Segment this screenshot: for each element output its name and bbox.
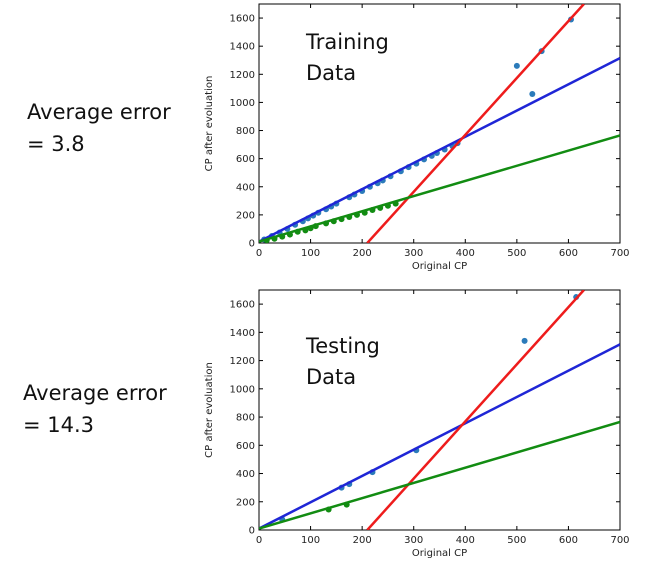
testing-chart: 0 100 200 300 400 500 600 700 0 200 400 600 800 1000 1…: [204, 289, 630, 559]
testing-red-line: [366, 290, 585, 530]
training-plot-frame: [258, 3, 621, 244]
training-error-line-2: = 3.8: [27, 132, 85, 156]
testing-xtick-label: 300: [404, 535, 423, 546]
testing-blue-line: [259, 343, 620, 530]
testing-blue-point: [521, 337, 528, 344]
training-xtick-label: 400: [456, 248, 475, 259]
training-ytick-label: 0: [249, 239, 255, 250]
testing-error-line-1: Average error: [23, 381, 167, 405]
testing-ytick-label: 200: [236, 497, 255, 508]
training-blue-point: [529, 90, 536, 97]
testing-xtick-label: 0: [256, 535, 262, 546]
training-error-label: Average error = 3.8: [27, 96, 171, 160]
testing-xtick-label: 700: [610, 535, 629, 546]
testing-x-axis-title: Original CP: [412, 548, 467, 559]
training-xtick-label: 0: [256, 248, 262, 259]
testing-green-line: [259, 420, 620, 530]
testing-plot-area: [259, 290, 620, 530]
testing-xtick-label: 600: [559, 535, 578, 546]
testing-ytick-label: 400: [236, 469, 255, 480]
training-inset-line-2: Data: [306, 61, 356, 85]
training-plot-area: [259, 4, 620, 243]
testing-plot-frame: [258, 289, 621, 531]
training-blue-point: [513, 62, 520, 69]
testing-inset-line-1: Testing: [305, 334, 380, 358]
training-ytick-label: 1600: [230, 14, 255, 25]
testing-error-label: Average error = 14.3: [23, 377, 167, 441]
testing-inset-line-2: Data: [306, 365, 356, 389]
training-ytick-label: 1200: [230, 70, 255, 81]
testing-xtick-label: 200: [353, 535, 372, 546]
training-xtick-label: 700: [610, 248, 629, 259]
training-ytick-label: 1000: [230, 98, 255, 109]
testing-ytick-label: 1400: [230, 328, 255, 339]
testing-ytick-label: 1600: [230, 300, 255, 311]
training-inset-line-1: Training: [305, 30, 389, 54]
testing-y-axis-title: CP after evoluation: [204, 362, 215, 458]
testing-ytick-label: 1000: [230, 384, 255, 395]
training-red-line: [366, 4, 585, 243]
training-xtick-label: 300: [404, 248, 423, 259]
training-x-axis-title: Original CP: [412, 261, 467, 272]
testing-ytick-label: 600: [236, 441, 255, 452]
training-green-line: [259, 134, 620, 243]
training-y-axis-title: CP after evoluation: [204, 76, 215, 172]
training-ytick-label: 200: [236, 210, 255, 221]
training-xtick-label: 500: [507, 248, 526, 259]
testing-xtick-label: 100: [301, 535, 320, 546]
training-blue-line: [259, 57, 620, 243]
testing-ytick-label: 800: [236, 413, 255, 424]
training-ytick-label: 600: [236, 154, 255, 165]
training-ytick-label: 400: [236, 182, 255, 193]
testing-xtick-label: 500: [507, 535, 526, 546]
training-ytick-label: 800: [236, 126, 255, 137]
training-ytick-label: 1400: [230, 42, 255, 53]
training-error-line-1: Average error: [27, 100, 171, 124]
testing-xtick-label: 400: [456, 535, 475, 546]
training-chart: 0 100 200 300 400 500 600 700 0 200 400 600 800 1000 1…: [204, 3, 630, 272]
testing-error-line-2: = 14.3: [23, 413, 95, 437]
training-xtick-label: 600: [559, 248, 578, 259]
testing-ytick-label: 1200: [230, 356, 255, 367]
training-xtick-label: 100: [301, 248, 320, 259]
training-xtick-label: 200: [353, 248, 372, 259]
testing-ytick-label: 0: [249, 526, 255, 537]
